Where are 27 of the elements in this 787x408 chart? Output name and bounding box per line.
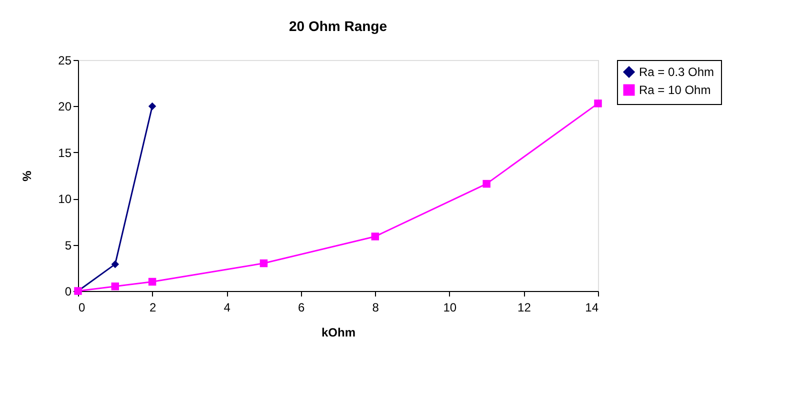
x-tick-label: 12 [518, 300, 532, 314]
y-tick-label: 0 [64, 284, 72, 298]
chart-title: 20 Ohm Range [288, 18, 388, 34]
x-tick-label: 8 [372, 300, 380, 314]
point [148, 102, 156, 110]
legend-label: Ra = 10 Ohm [639, 83, 711, 97]
point [111, 260, 120, 268]
x-tick-label: 10 [443, 300, 457, 314]
point [482, 180, 490, 188]
point [371, 232, 380, 240]
x-tick-label: 6 [298, 300, 306, 314]
point [111, 282, 120, 290]
y-tick-label: 10 [58, 192, 72, 206]
x-axis-title: kOhm [321, 326, 356, 340]
x-tick-label: 2 [149, 300, 156, 314]
x-tick-label: 14 [585, 300, 599, 314]
point [594, 100, 602, 108]
point [148, 278, 156, 286]
legend-label: Ra = 0.3 Ohm [639, 65, 714, 79]
y-tick-label: 15 [58, 146, 72, 160]
point [260, 259, 268, 268]
y-tick-label: 20 [58, 100, 72, 114]
y-tick-label: 25 [58, 54, 72, 68]
y-axis-title: % [20, 170, 34, 182]
y-tick-label: 5 [64, 238, 72, 252]
x-tick-label: 0 [78, 300, 86, 314]
x-tick-label: 4 [224, 300, 231, 314]
